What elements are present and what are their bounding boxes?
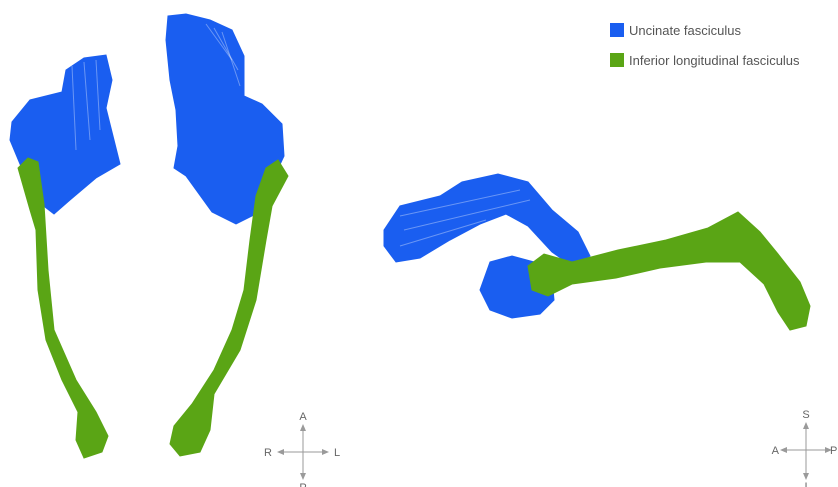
legend: Uncinate fasciculus Inferior longitudina… [610,18,800,78]
legend-label-ilf: Inferior longitudinal fasciculus [629,52,800,68]
compass-sagittal-bottom: I [804,481,807,487]
compass-axial-left: R [264,447,272,459]
compass-axial-right: L [334,447,340,459]
compass-sagittal-right: P [830,445,837,457]
sagittal-tracts [383,173,811,331]
ilf-left [169,159,289,457]
legend-item-uncinate: Uncinate fasciculus [610,18,800,42]
axial-right-tracts [9,54,121,459]
compass-axial: A R L P [264,411,340,487]
legend-item-ilf: Inferior longitudinal fasciculus [610,48,800,72]
ilf-sagittal [527,211,811,331]
axial-left-tracts [165,13,289,457]
ilf-right [17,157,109,459]
legend-label-uncinate: Uncinate fasciculus [629,22,741,38]
compass-sagittal: S A P I [772,409,838,487]
legend-swatch-uncinate [610,23,624,37]
compass-sagittal-left: A [772,445,780,457]
compass-sagittal-top: S [802,409,809,421]
uncinate-fasciculus-sagittal [383,173,591,267]
compass-axial-top: A [299,411,307,423]
compass-axial-bottom: P [299,482,306,487]
legend-swatch-ilf [610,53,624,67]
